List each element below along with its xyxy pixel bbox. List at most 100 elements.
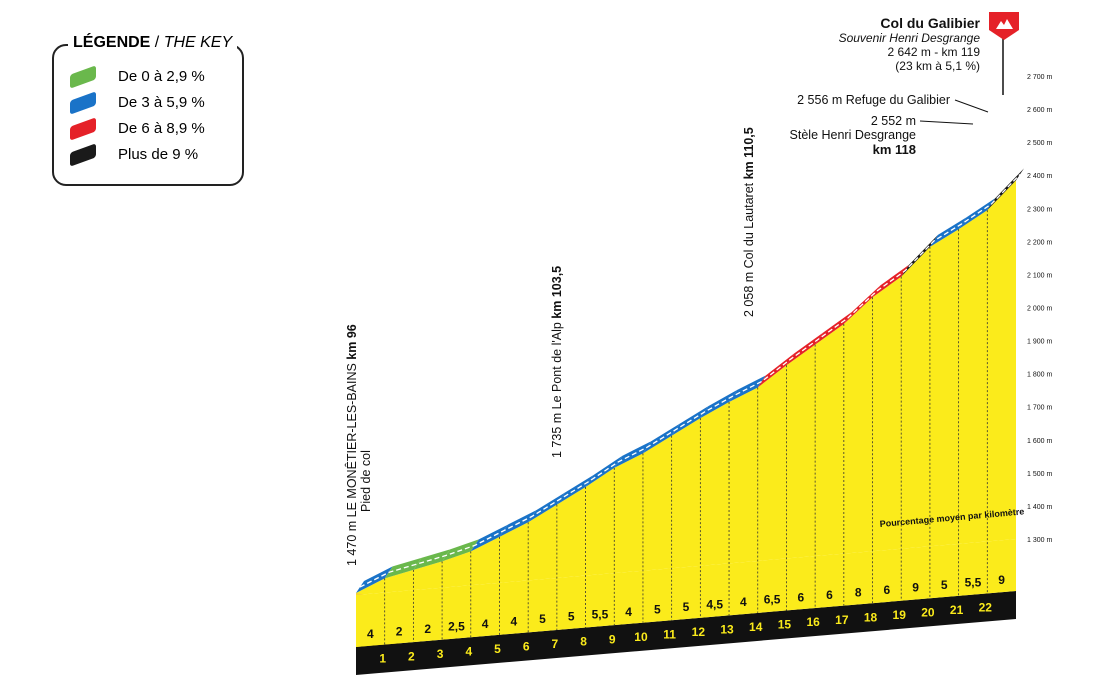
route-centerline — [359, 173, 1021, 588]
gradient-label: 5 — [683, 600, 690, 614]
start-annotation: 1 470 m LE MONÊTIER-LES-BAINS km 96 — [344, 324, 359, 566]
start-subtitle: Pied de col — [359, 450, 373, 512]
legend-box: LÉGENDE / THE KEY De 0 à 2,9 % De 3 à 5,… — [52, 34, 244, 186]
summit-altitude-km: 2 642 m - km 119 — [888, 45, 981, 59]
km-label: 8 — [580, 635, 587, 649]
km-label: 13 — [720, 623, 734, 637]
gradient-segment — [729, 375, 766, 403]
km-label: 15 — [778, 618, 792, 632]
gradient-label: 2,5 — [448, 619, 465, 633]
legend-item-9-plus: Plus de 9 % — [70, 143, 198, 167]
km-label: 6 — [523, 640, 530, 654]
gradient-label: 6 — [884, 583, 891, 597]
gradient-label: 4 — [625, 605, 632, 619]
gradient-segment — [815, 311, 852, 345]
legend-swatch-black — [70, 143, 96, 167]
profile-front-face — [356, 539, 1016, 647]
gradient-label: 5 — [539, 612, 546, 626]
gradient-label: 5 — [654, 602, 661, 616]
gradient-segment — [585, 455, 623, 488]
legend-swatch-blue — [70, 91, 96, 115]
stele-km: km 118 — [873, 142, 916, 157]
refuge-label: 2 556 m Refuge du Galibier — [797, 93, 950, 107]
legend-item-3-5-9: De 3 à 5,9 % — [70, 91, 205, 115]
pont-annotation: 1 735 m Le Pont de l'Alp km 103,5 — [550, 266, 564, 458]
altitude-tick-label: 1 300 m — [1027, 537, 1052, 544]
altitude-tick-label: 2 400 m — [1027, 173, 1052, 180]
profile-faces — [356, 180, 1016, 675]
gradient-label: 4 — [482, 617, 489, 631]
summit-flag-icon — [989, 12, 1019, 95]
gradient-label: 6 — [826, 588, 833, 602]
km-label: 4 — [465, 644, 472, 658]
altitude-tick-label: 2 000 m — [1027, 306, 1052, 313]
gradient-labels: 4 2 2 2,5 4 4 5 5 5,5 4 5 5 4,5 4 6,5 6 6 8 6 9 5 5,5 9 — [367, 573, 1005, 641]
gradient-label: 4 — [367, 627, 374, 641]
gradient-label: 4 — [740, 595, 747, 609]
km-label: 2 — [408, 649, 415, 663]
gradient-label: 5,5 — [592, 607, 609, 621]
altitude-axis: 1 300 m 1 400 m 1 500 m 1 600 m 1 700 m 1 800… — [1027, 74, 1052, 544]
stele-altitude: 2 552 m — [871, 114, 916, 128]
altitude-tick-label: 1 700 m — [1027, 405, 1052, 412]
stele-leader — [919, 120, 974, 125]
km-dividers — [384, 210, 988, 645]
altitude-tick-label: 2 200 m — [1027, 239, 1052, 246]
gradient-segment — [757, 353, 795, 388]
km-label: 21 — [950, 603, 964, 617]
profile-face — [356, 180, 1016, 595]
altitude-tick-label: 2 300 m — [1027, 206, 1052, 213]
km-label: 7 — [552, 637, 559, 651]
km-labels: 1 2 3 4 5 6 7 8 9 10 11 12 13 14 15 16 17 18 19 20 21 22 — [379, 601, 992, 666]
legend-swatch-green — [70, 65, 96, 89]
km-label: 9 — [609, 632, 616, 646]
gradient-segment — [413, 549, 451, 570]
gradient-segment — [958, 198, 996, 230]
legend-swatch-red — [70, 117, 96, 141]
gradient-segment — [556, 475, 594, 505]
km-label: 14 — [749, 620, 763, 634]
gradient-ribbon — [356, 168, 1024, 593]
altitude-tick-label: 2 500 m — [1027, 140, 1052, 147]
gradient-label: 6 — [797, 590, 804, 604]
km-label: 11 — [663, 627, 676, 641]
km-label: 19 — [893, 608, 907, 622]
altitude-tick-label: 2 700 m — [1027, 74, 1052, 81]
gradient-label: 8 — [855, 585, 862, 599]
gradient-label: 5,5 — [965, 576, 982, 590]
refuge-leader — [954, 99, 989, 113]
km-label: 18 — [864, 610, 878, 624]
km-label: 1 — [379, 652, 386, 666]
legend-item-0-2-9: De 0 à 2,9 % — [70, 65, 205, 89]
km-label: 5 — [494, 642, 501, 656]
gradient-label: 5 — [941, 578, 948, 592]
gradient-label: 2 — [396, 624, 403, 638]
summit-subtitle: Souvenir Henri Desgrange — [839, 31, 981, 45]
altitude-tick-label: 1 900 m — [1027, 339, 1052, 346]
gradient-label: 4 — [510, 615, 517, 629]
km-label: 10 — [634, 630, 648, 644]
profile-km-band — [356, 591, 1016, 675]
altitude-tick-label: 1 500 m — [1027, 471, 1052, 478]
gradient-label: 2 — [424, 622, 431, 636]
altitude-tick-label: 1 600 m — [1027, 438, 1052, 445]
stele-name: Stèle Henri Desgrange — [790, 128, 917, 142]
km-label: 16 — [806, 615, 820, 629]
km-label: 20 — [921, 605, 935, 619]
altitude-tick-label: 1 400 m — [1027, 504, 1052, 511]
km-label: 3 — [437, 647, 444, 661]
gradient-label: 6,5 — [764, 593, 781, 607]
summit-distance-gradient: (23 km à 5,1 %) — [895, 59, 980, 73]
gradient-label: 9 — [912, 581, 919, 595]
gradient-label: 4,5 — [706, 598, 723, 612]
summit-name: Col du Galibier — [880, 15, 980, 31]
km-label: 12 — [692, 625, 706, 639]
legend-title: LÉGENDE / THE KEY — [68, 34, 238, 52]
gradient-segment — [384, 557, 422, 579]
km-label: 17 — [835, 613, 849, 627]
gradient-label: 9 — [998, 573, 1005, 587]
altitude-tick-label: 2 100 m — [1027, 272, 1052, 279]
legend-item-6-8-9: De 6 à 8,9 % — [70, 117, 205, 141]
altitude-tick-label: 1 800 m — [1027, 372, 1052, 379]
